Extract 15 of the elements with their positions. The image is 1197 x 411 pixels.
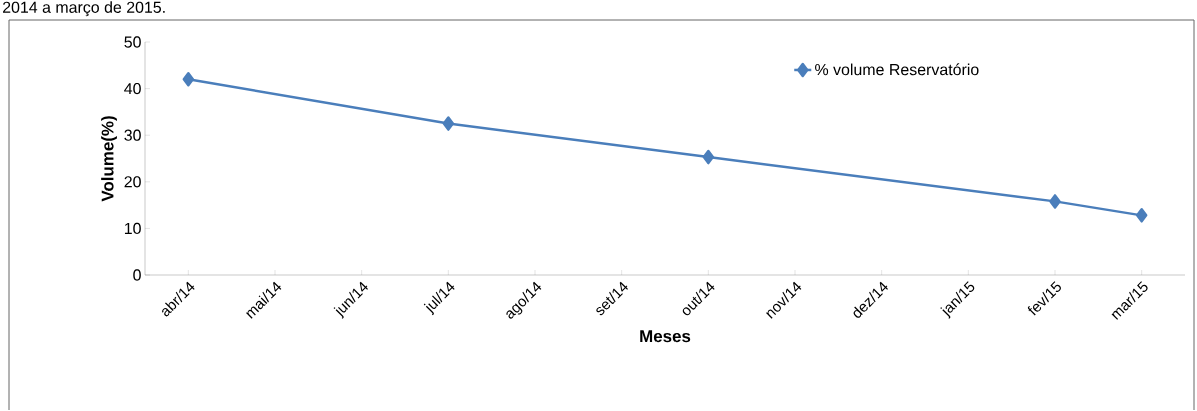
y-tick-label: 40 — [124, 82, 141, 95]
legend-label: % volume Reservatório — [815, 63, 979, 76]
point — [1049, 194, 1061, 209]
point — [702, 149, 715, 165]
point — [442, 116, 455, 131]
y-tick-label: 10 — [124, 222, 141, 235]
y-tick-label: 50 — [124, 36, 141, 48]
x-axis-title: Meses — [640, 330, 691, 343]
point — [1135, 208, 1148, 223]
y-tick-label: 0 — [133, 269, 141, 281]
y-axis-title: Volume(%) — [101, 116, 117, 202]
y-tick-label: 30 — [124, 129, 141, 141]
y-tick-label: 20 — [124, 176, 141, 188]
point — [182, 72, 195, 87]
text: 2014 a março de 2015. — [3, 1, 165, 17]
